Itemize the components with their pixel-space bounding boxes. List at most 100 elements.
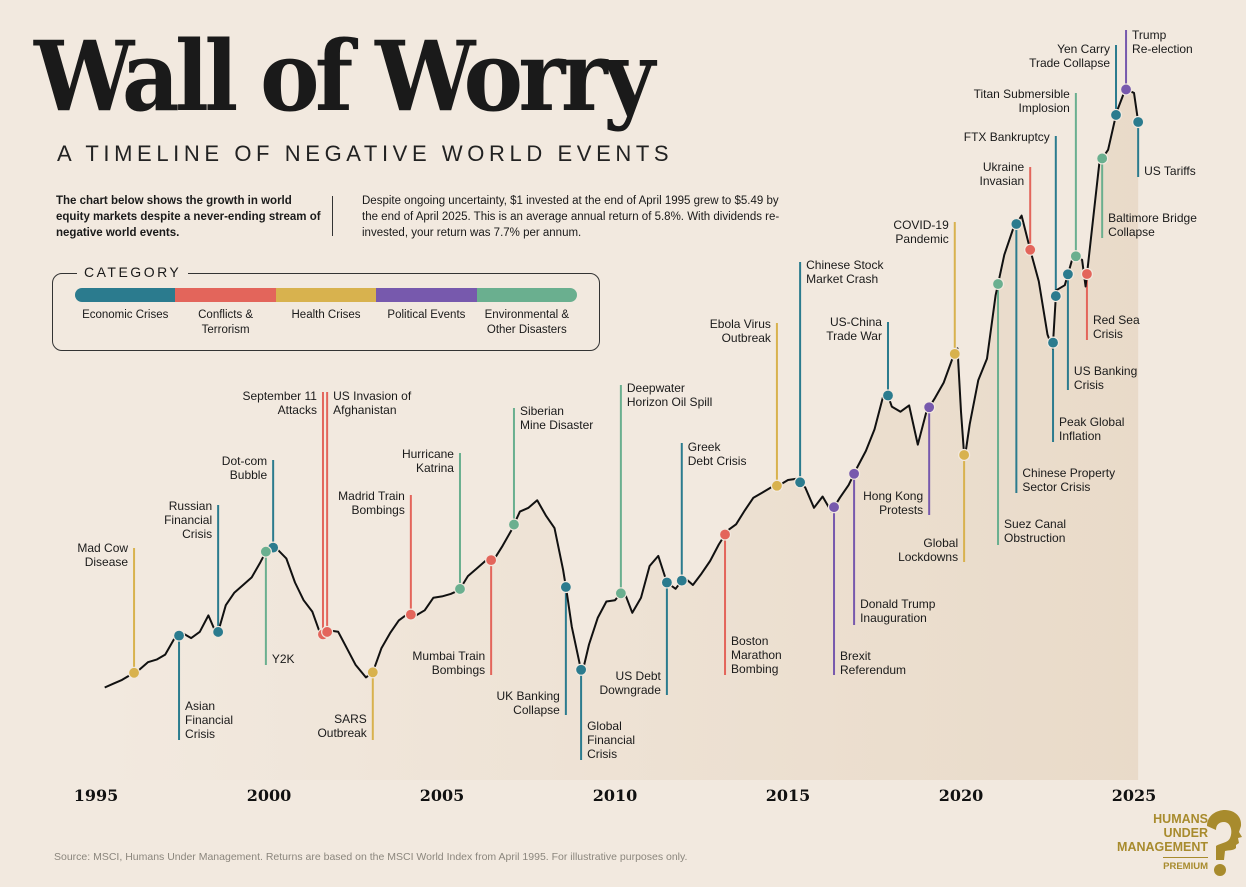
event-label: Hong Kong — [863, 489, 923, 503]
event-marker — [1049, 289, 1062, 303]
event-marker — [1109, 108, 1123, 122]
event-marker — [212, 625, 225, 639]
event-label: Outbreak — [317, 726, 367, 740]
event-label: Siberian — [520, 404, 564, 418]
event-label: Obstruction — [1004, 531, 1065, 545]
event-label: Marathon — [731, 648, 782, 662]
x-tick-label: 2000 — [247, 786, 292, 805]
event-marker — [1046, 336, 1060, 349]
x-tick-label: 2005 — [420, 786, 465, 805]
event-label: Boston — [731, 634, 768, 648]
event-marker — [718, 528, 732, 541]
event-marker — [881, 389, 895, 402]
legend-color-bar — [75, 288, 577, 302]
event-label: Brexit — [840, 649, 871, 663]
event-label: Peak Global — [1059, 415, 1124, 429]
event-marker — [794, 476, 807, 489]
event-label: Hurricane — [402, 447, 454, 461]
legend-labels: Economic Crises Conflicts & Terrorism Heal… — [75, 308, 577, 338]
event-marker — [1119, 83, 1133, 96]
event-marker — [660, 576, 674, 589]
x-tick-label: 2020 — [939, 786, 984, 805]
event-label: UK Banking — [496, 689, 559, 703]
legend-swatch-environmental — [476, 288, 577, 302]
category-legend: CATEGORY Economic Crises Conflicts & Terr… — [52, 264, 600, 351]
event-marker — [559, 580, 572, 594]
event-label: Global — [923, 536, 958, 550]
event-label: SARS — [334, 712, 367, 726]
event-label: Market Crash — [806, 272, 878, 286]
event-marker — [1010, 217, 1023, 231]
question-head-icon — [1207, 810, 1242, 876]
event-label: Financial — [587, 733, 635, 747]
event-marker — [485, 554, 498, 567]
event-label: Crisis — [1074, 378, 1104, 392]
event-marker — [574, 663, 588, 676]
legend-swatch-economic — [75, 288, 176, 302]
event-label: Yen Carry — [1057, 42, 1110, 56]
event-label: Pandemic — [895, 232, 948, 246]
logo-line: UNDER — [1163, 826, 1208, 840]
event-label: Protests — [879, 503, 923, 517]
event-label: Asian — [185, 699, 215, 713]
event-label: US Tariffs — [1144, 164, 1196, 178]
x-tick-label: 2015 — [766, 786, 811, 805]
event-label: Y2K — [272, 652, 295, 666]
event-label: Referendum — [840, 663, 906, 677]
event-marker — [827, 501, 841, 514]
event-marker — [847, 467, 861, 480]
event-label: Crisis — [1093, 327, 1123, 341]
event-label: Invasian — [979, 174, 1024, 188]
event-label: US Banking — [1074, 364, 1137, 378]
event-label: Trump — [1132, 28, 1167, 42]
page-title: Wall of Worry — [34, 20, 655, 133]
event-marker — [507, 518, 521, 531]
event-marker — [321, 625, 334, 639]
event-label: Katrina — [416, 461, 454, 475]
legend-swatch-political — [376, 288, 477, 302]
event-label: Re-election — [1132, 42, 1193, 56]
event-marker — [770, 479, 784, 492]
legend-label-political: Political Events — [387, 309, 466, 321]
event-label: Horizon Oil Spill — [627, 395, 712, 409]
event-label: Collapse — [513, 703, 560, 717]
event-marker — [675, 574, 688, 587]
event-label: US-China — [830, 315, 882, 329]
event-label: Bubble — [230, 468, 268, 482]
event-label: Greek — [688, 440, 722, 454]
event-label: Ebola Virus — [710, 317, 771, 331]
x-tick-label: 2010 — [593, 786, 638, 805]
event-marker — [1096, 152, 1109, 165]
x-tick-label: 2025 — [1112, 786, 1157, 805]
event-marker — [1061, 268, 1075, 281]
logo-line: MANAGEMENT — [1117, 840, 1208, 854]
legend-swatch-health — [275, 288, 377, 302]
event-label: September 11 — [242, 389, 317, 403]
event-label: Trade Collapse — [1029, 56, 1110, 70]
page-subtitle: A TIMELINE OF NEGATIVE WORLD EVENTS — [57, 141, 674, 166]
event-marker — [1132, 115, 1145, 129]
event-label: Inauguration — [860, 611, 927, 625]
event-marker — [404, 608, 417, 621]
event-label: COVID-19 — [893, 218, 949, 232]
event-label: Debt Crisis — [688, 454, 747, 468]
intro-details: Despite ongoing uncertainty, $1 invested… — [362, 195, 780, 239]
event-marker — [1069, 250, 1082, 263]
event-label: Implosion — [1019, 101, 1070, 115]
event-label: Deepwater — [627, 381, 685, 395]
x-tick-label: 1995 — [74, 786, 119, 805]
legend-swatch-conflict — [175, 288, 276, 302]
logo-text: HUMANS UNDER MANAGEMENT PREMIUM — [1117, 812, 1208, 874]
intro-summary: The chart below shows the growth in worl… — [56, 195, 321, 239]
event-label: Collapse — [1108, 225, 1155, 239]
event-label: Downgrade — [600, 683, 662, 697]
event-label: Financial — [185, 713, 233, 727]
event-label: Bombing — [731, 662, 778, 676]
event-label: Inflation — [1059, 429, 1101, 443]
event-label: Crisis — [185, 727, 215, 741]
area-fill — [104, 89, 1139, 781]
event-marker — [1080, 267, 1094, 281]
legend-label-environmental: Environmental & Other Disasters — [484, 309, 570, 336]
event-marker — [453, 582, 467, 596]
